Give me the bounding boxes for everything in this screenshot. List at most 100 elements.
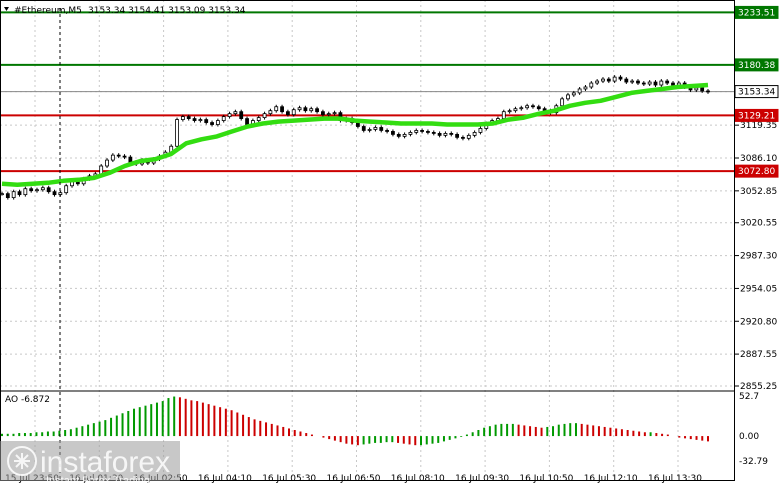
candle-body — [180, 116, 185, 120]
logo-rays-icon — [14, 453, 30, 469]
candle-body — [706, 90, 710, 93]
candle-body — [373, 127, 378, 130]
candle-body — [221, 116, 226, 121]
candle-body — [531, 105, 535, 108]
candle-body — [52, 191, 57, 196]
candle-body — [122, 155, 127, 158]
time-tick-label: 16 Jul 12:10 — [584, 474, 638, 484]
candle-body — [501, 111, 506, 119]
candle-body — [700, 87, 705, 92]
candle-body — [601, 78, 605, 82]
candle-body — [461, 136, 465, 139]
level-price-label: 3153.34 — [738, 88, 775, 98]
price-tick-label: 2855.25 — [740, 382, 777, 392]
candle-body — [612, 76, 617, 82]
ao-tick-label: -32.79 — [739, 457, 768, 467]
price-tick-label: 2954.05 — [740, 284, 777, 294]
price-tick-label: 3052.85 — [740, 187, 777, 197]
candle-body — [624, 78, 629, 83]
price-tick-label: 2887.55 — [740, 350, 777, 360]
time-tick-label: 16 Jul 09:30 — [455, 474, 509, 484]
candle-body — [280, 106, 284, 113]
candle-body — [46, 187, 51, 193]
candle-body — [274, 106, 279, 112]
candle-body — [414, 130, 419, 133]
candle-body — [321, 111, 325, 116]
candle-body — [186, 116, 191, 119]
chart-frame — [0, 0, 735, 481]
candle-body — [291, 109, 296, 116]
level-price-label: 3180.38 — [738, 61, 775, 71]
symbol-dropdown-icon[interactable] — [4, 7, 9, 11]
candle-body — [198, 119, 203, 121]
candle-body — [513, 108, 518, 112]
candle-body — [245, 118, 249, 125]
candle-body — [192, 118, 197, 121]
candle-body — [361, 126, 366, 131]
candle-body — [391, 131, 395, 135]
candle-body — [595, 80, 600, 84]
candle-body — [11, 191, 16, 199]
candle-body — [332, 112, 337, 115]
candle-body — [215, 120, 220, 125]
candle-body — [379, 127, 384, 131]
candle-body — [5, 193, 10, 199]
level-price-label: 3129.21 — [738, 111, 775, 121]
ohlc-readout: 3153.34 3154.41 3153.09 3153.34 — [88, 6, 246, 16]
candle-body — [455, 133, 460, 138]
candle-body — [396, 133, 401, 137]
candle-body — [233, 111, 238, 115]
time-tick-label: 16 Jul 06:50 — [327, 474, 381, 484]
price-tick-label: 2987.30 — [740, 252, 777, 262]
candle-body — [420, 130, 424, 132]
candle-body — [671, 82, 675, 86]
candle-body — [507, 110, 512, 113]
level-price-label: 3233.51 — [738, 8, 775, 18]
candle-body — [297, 107, 302, 111]
candle-body — [536, 106, 541, 110]
candle-body — [23, 188, 28, 196]
candle-body — [326, 113, 331, 116]
candle-body — [99, 165, 104, 175]
candle-body — [560, 98, 565, 107]
candle-body — [35, 189, 39, 192]
candle-body — [583, 86, 588, 90]
candle-body — [286, 111, 290, 116]
candle-body — [64, 185, 69, 194]
price-tick-label: 2920.80 — [740, 317, 777, 327]
candle-body — [606, 78, 611, 82]
time-tick-label: 16 Jul 04:10 — [198, 474, 252, 484]
awesome-oscillator — [1, 396, 709, 446]
candle-body — [571, 92, 576, 96]
candle-body — [431, 132, 436, 134]
price-levels — [0, 11, 735, 173]
candle-body — [694, 87, 699, 91]
candle-body — [665, 80, 670, 84]
candle-body — [589, 82, 594, 88]
candle-body — [472, 132, 477, 136]
candle-body — [175, 119, 179, 147]
candle-body — [647, 81, 652, 85]
candle-body — [210, 122, 214, 125]
candle-body — [116, 154, 121, 157]
candle-body — [636, 80, 640, 84]
candle-body — [618, 76, 623, 80]
candle-body — [402, 133, 407, 137]
time-tick-label: 16 Jul 05:30 — [262, 474, 316, 484]
ao-tick-label: 52.7 — [739, 392, 759, 402]
candle-body — [128, 156, 133, 163]
candle-body — [110, 154, 115, 161]
watermark-tagline: Instant Forex Trading — [46, 475, 150, 487]
candle-body — [437, 133, 442, 136]
candle-body — [262, 113, 267, 119]
candle-body — [478, 128, 483, 133]
candle-body — [17, 191, 22, 196]
price-axis: 3119.35 3086.10 3052.85 3020.55 2987.30 2954.… — [734, 5, 779, 392]
level-price-label: 3072.80 — [738, 167, 775, 177]
ao-tick-label: 0.00 — [739, 432, 759, 442]
ao-label: AO -6.872 — [5, 395, 50, 405]
candle-body — [466, 134, 471, 139]
candle-body — [385, 130, 389, 132]
